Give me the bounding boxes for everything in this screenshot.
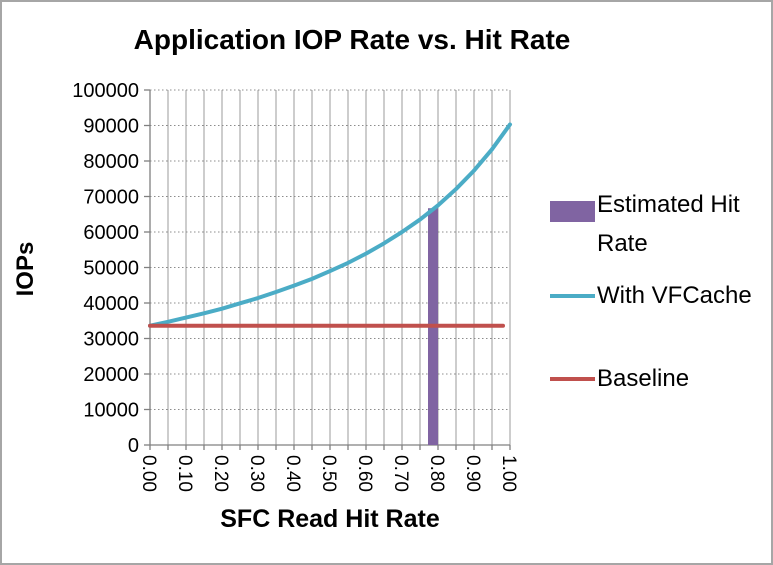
legend-label: Baseline bbox=[597, 365, 690, 392]
with-vfcache-swatch bbox=[550, 294, 595, 299]
chart-title: Application IOP Rate vs. Hit Rate bbox=[133, 24, 571, 55]
y-tick-label: 30000 bbox=[83, 329, 139, 351]
x-tick-label: 0.90 bbox=[462, 455, 483, 492]
x-tick-label: 0.00 bbox=[138, 455, 159, 492]
x-tick-label: 0.70 bbox=[390, 455, 411, 492]
y-tick-label: 40000 bbox=[83, 293, 139, 315]
y-tick-label: 70000 bbox=[83, 187, 139, 209]
x-tick-label: 0.40 bbox=[282, 455, 303, 492]
y-axis-title: IOPs bbox=[12, 241, 39, 297]
with-vfcache-curve bbox=[148, 122, 512, 328]
x-tick-label: 1.00 bbox=[498, 455, 519, 492]
y-tick-label: 80000 bbox=[83, 151, 139, 173]
legend-entry-baseline: Baseline bbox=[550, 360, 689, 399]
legend-entry-estimated-hit-rate: Estimated Hit Rate bbox=[550, 186, 765, 264]
x-tick-label: 0.60 bbox=[354, 455, 375, 492]
x-tick-label: 0.10 bbox=[174, 455, 195, 492]
y-tick-label: 50000 bbox=[83, 258, 139, 280]
x-tick-label: 0.50 bbox=[318, 455, 339, 492]
x-axis-title: SFC Read Hit Rate bbox=[220, 505, 440, 533]
y-tick-label: 100000 bbox=[72, 80, 139, 102]
y-tick-label: 90000 bbox=[83, 116, 139, 138]
y-tick-label: 10000 bbox=[83, 400, 139, 422]
y-tick-label: 20000 bbox=[83, 364, 139, 386]
baseline-swatch bbox=[550, 377, 595, 382]
legend-label: Estimated Hit Rate bbox=[597, 191, 740, 257]
x-tick-label: 0.20 bbox=[210, 455, 231, 492]
estimated-hit-rate-swatch bbox=[550, 201, 595, 222]
y-tick-label: 60000 bbox=[83, 222, 139, 244]
x-tick-label: 0.80 bbox=[426, 455, 447, 492]
legend-label: With VFCache bbox=[597, 282, 752, 309]
legend-entry-with-vfcache: With VFCache bbox=[550, 277, 752, 316]
x-tick-label: 0.30 bbox=[246, 455, 267, 492]
y-tick-label: 0 bbox=[128, 435, 139, 457]
